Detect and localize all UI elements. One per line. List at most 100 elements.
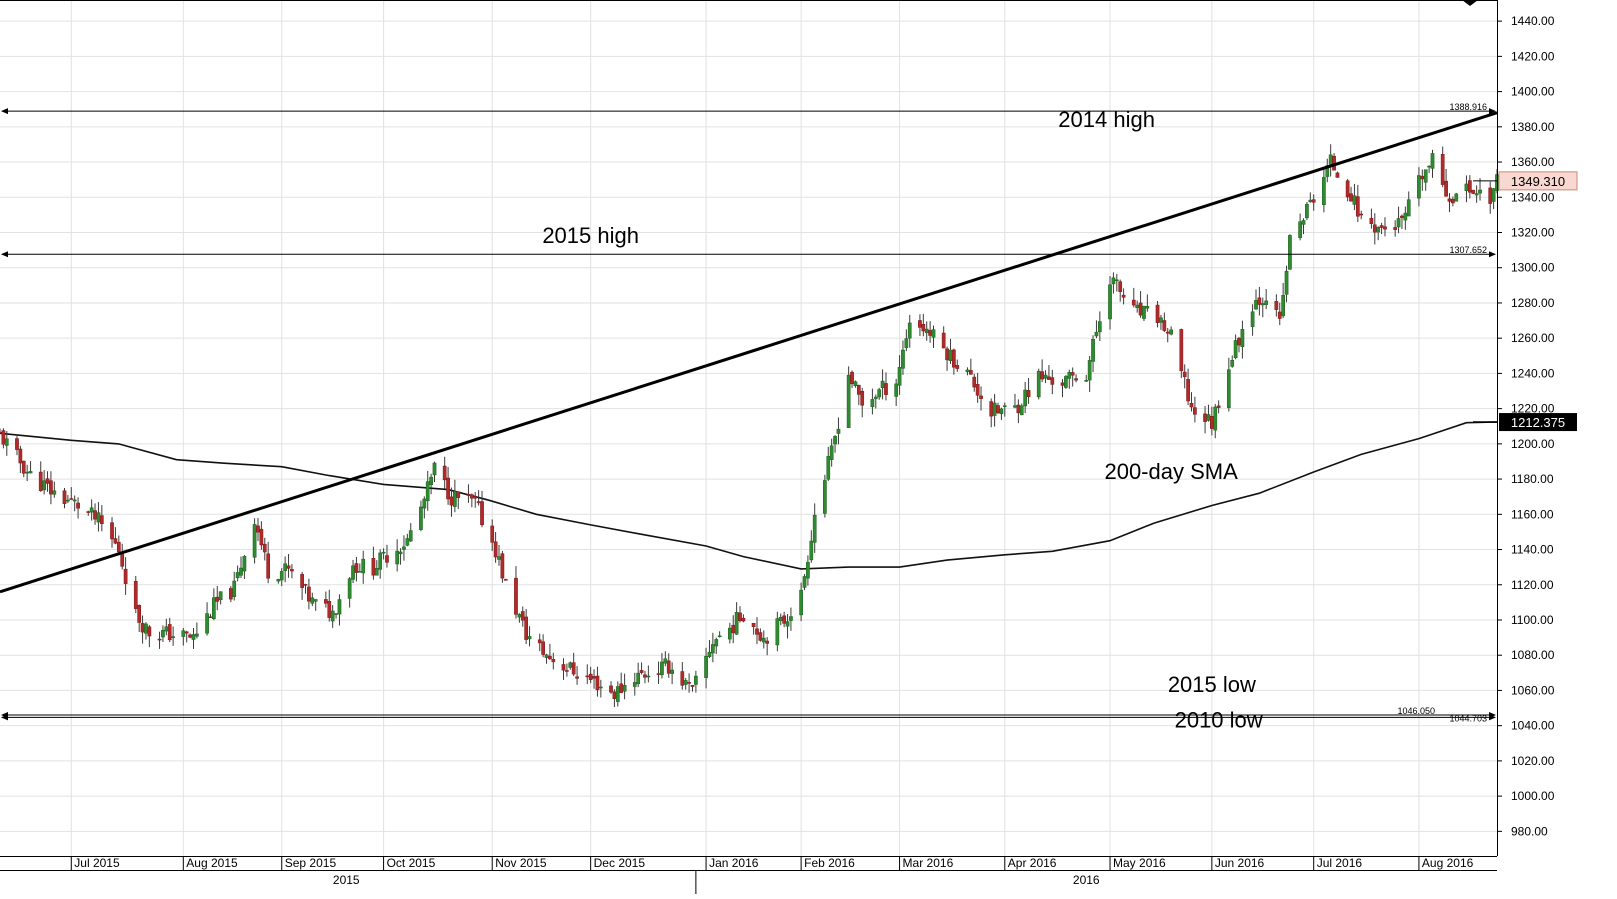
candle-body <box>1403 212 1408 221</box>
candle-body <box>137 605 142 623</box>
annotation-text: 2010 low <box>1175 707 1263 732</box>
candle-body <box>1094 331 1099 337</box>
candle-body <box>188 634 192 638</box>
candle-body <box>99 515 104 524</box>
horizontal-levels: 1388.916 1307.652 1046.050 1044.703 <box>1 102 1496 723</box>
candle-body <box>357 571 362 573</box>
candle-body <box>385 555 389 563</box>
candle-body <box>228 588 233 600</box>
candle-body <box>1182 371 1187 378</box>
candle-body <box>1193 407 1197 415</box>
x-tick-label: Mar 2016 <box>903 856 954 870</box>
y-tick-label: 1320.00 <box>1511 225 1555 239</box>
candle-body <box>93 510 97 520</box>
candle-body <box>683 680 688 685</box>
candle-body <box>941 332 946 349</box>
candle-body <box>1186 379 1190 402</box>
level-label: 1046.050 <box>1397 706 1435 716</box>
candle-body <box>144 623 148 634</box>
candle-body <box>469 494 474 499</box>
y-tick-label: 1360.00 <box>1511 155 1555 169</box>
candle-body <box>279 571 284 581</box>
candle-body <box>812 514 817 543</box>
candle-body <box>313 599 318 602</box>
candle-body <box>21 460 26 474</box>
candle-body <box>497 556 501 560</box>
level-arrow-left <box>1 251 8 258</box>
candle-body <box>860 390 865 406</box>
candle-body <box>453 491 457 507</box>
candle-body <box>639 670 644 673</box>
x-tick-label: Aug 2015 <box>186 856 238 870</box>
candle-body <box>1043 374 1048 379</box>
candle-body <box>1084 380 1089 382</box>
candle-body <box>72 499 77 502</box>
candle-body <box>1013 405 1017 408</box>
candle-body <box>334 613 338 615</box>
candle-body <box>25 471 30 474</box>
candle-body <box>856 384 861 395</box>
candle-body <box>799 589 803 616</box>
candle-body <box>897 367 902 386</box>
candle-body <box>527 636 532 640</box>
candle-body <box>493 541 498 558</box>
x-tick-label: Jul 2015 <box>74 856 120 870</box>
candle-body <box>378 552 383 570</box>
candle-body <box>1430 153 1435 169</box>
candle-body <box>405 538 410 546</box>
candle-body <box>96 512 101 523</box>
candle-body <box>490 525 495 543</box>
candle-body <box>775 618 780 646</box>
candle-body <box>850 371 854 385</box>
candle-body <box>1114 279 1119 282</box>
candle-body <box>592 676 596 679</box>
level-label: 1307.652 <box>1449 245 1487 255</box>
price-tags: 1349.310 1212.375 <box>1473 171 1578 432</box>
candle-body <box>955 365 960 369</box>
candle-body <box>1400 215 1404 218</box>
candle-body <box>347 578 352 599</box>
candle-body <box>568 662 573 668</box>
candle-body <box>731 624 736 634</box>
candle-body <box>1335 172 1340 178</box>
candle-body <box>541 641 545 655</box>
y-tick-label: 1120.00 <box>1511 578 1554 592</box>
candle-body <box>619 683 624 693</box>
candle-body <box>1216 405 1221 408</box>
candle-body <box>853 381 858 386</box>
candle-body <box>1440 154 1445 185</box>
candle-body <box>1359 213 1364 216</box>
x-axis: Jul 2015 Aug 2015 Sep 2015 Oct 2015 Nov 2015… <box>0 856 1497 894</box>
x-tick-label: Jan 2016 <box>709 856 759 870</box>
candle-body <box>520 611 525 621</box>
candle-body <box>802 576 807 588</box>
candle-body <box>1019 405 1024 416</box>
candle-body <box>18 448 23 464</box>
candle-body <box>1383 226 1387 230</box>
candle-body <box>1474 193 1479 196</box>
candle-body <box>259 528 264 546</box>
year-label: 2016 <box>1073 873 1100 887</box>
candle-body <box>565 670 569 672</box>
candle-body <box>1274 301 1279 310</box>
y-tick-label: 1100.00 <box>1511 613 1554 627</box>
candle-body <box>663 658 668 664</box>
candle-body <box>235 572 240 579</box>
candle-body <box>4 438 9 446</box>
candle-body <box>1264 300 1269 305</box>
candle-body <box>1464 183 1469 191</box>
candle-body <box>551 659 556 663</box>
candle-body <box>1369 217 1374 224</box>
candle-body <box>181 630 186 637</box>
candle-body <box>167 624 172 641</box>
y-tick-label: 1260.00 <box>1511 331 1555 345</box>
candle-body <box>711 644 715 654</box>
candle-body <box>1189 402 1194 408</box>
x-tick-label: Sep 2015 <box>285 856 337 870</box>
candle-body <box>785 621 790 627</box>
y-tick-label: 1340.00 <box>1511 190 1555 204</box>
candle-body <box>86 511 91 513</box>
candle-body <box>948 349 953 361</box>
candle-body <box>615 686 620 702</box>
candle-series <box>0 144 1499 708</box>
